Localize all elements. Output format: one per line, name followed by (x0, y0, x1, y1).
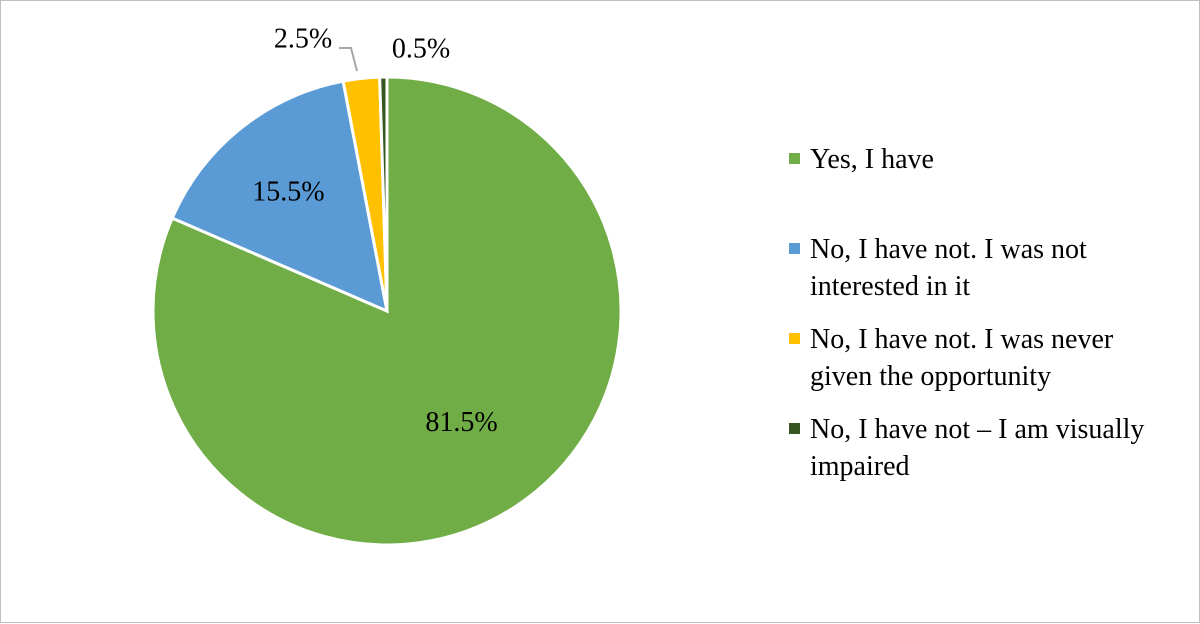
legend-item-4: No, I have not – I am visually impaired (789, 411, 1189, 485)
legend-item-3: No, I have not. I was never given the op… (789, 321, 1189, 395)
legend-label-3: No, I have not. I was never given the op… (810, 324, 1114, 392)
data-label-2: 15.5% (252, 177, 324, 208)
legend-swatch-2 (789, 243, 800, 254)
legend-swatch-4 (789, 423, 800, 434)
data-label-3: 2.5% (274, 23, 332, 54)
pie-slices (151, 75, 623, 547)
legend-swatch-1 (789, 153, 800, 164)
legend-item-1: Yes, I have (789, 141, 1189, 178)
data-label-4: 0.5% (392, 33, 450, 64)
pie-slice-4 (378, 75, 389, 312)
pie-slice-2 (170, 79, 390, 314)
data-labels: 81.5% 15.5% 2.5% 0.5% (252, 23, 497, 437)
legend-swatch-3 (789, 333, 800, 344)
data-label-1: 81.5% (425, 407, 497, 438)
legend-label-1: Yes, I have (810, 144, 934, 175)
legend-label-2: No, I have not. I was not interested in … (810, 234, 1087, 302)
leader-line-3 (339, 47, 358, 72)
legend-item-2: No, I have not. I was not interested in … (789, 231, 1189, 305)
leader-lines (339, 47, 358, 72)
legend-label-4: No, I have not – I am visually impaired (810, 414, 1145, 482)
